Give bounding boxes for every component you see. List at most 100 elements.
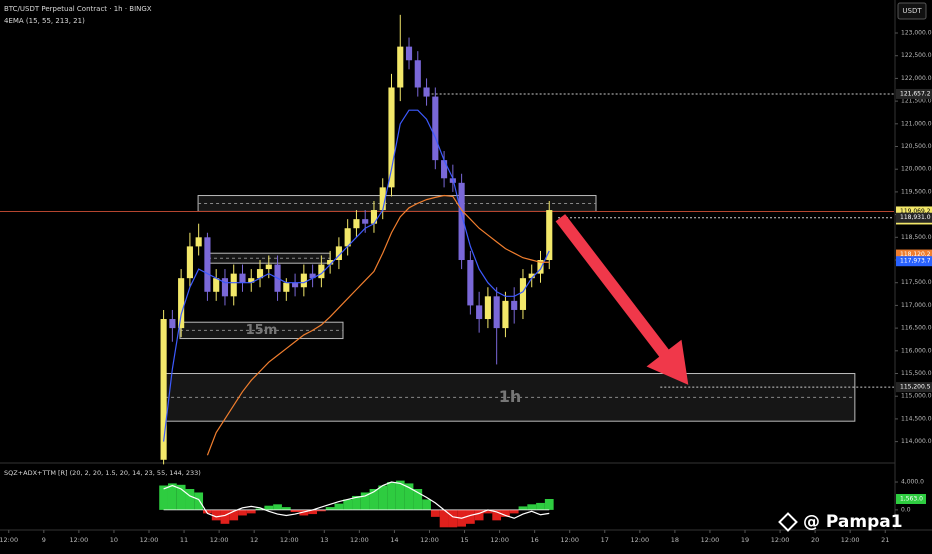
currency[interactable]: USDT — [902, 7, 922, 15]
candle-body — [441, 160, 448, 179]
y-tick-label: 116,000.0 — [901, 347, 932, 354]
y-tick-label: 120,500.0 — [901, 143, 932, 150]
candle-body — [309, 273, 316, 279]
price-label-bg — [896, 249, 932, 260]
candle-body — [292, 282, 299, 288]
current-value: 1,563.0 — [900, 495, 923, 502]
histogram-bar — [369, 488, 379, 510]
histogram-bar — [185, 488, 195, 510]
candle-body — [423, 87, 430, 97]
y-tick-label: 121,000.0 — [901, 120, 932, 127]
candle-body — [397, 46, 404, 88]
y-tick-label: 114,500.0 — [901, 415, 932, 422]
price-label-bg — [896, 212, 932, 223]
histogram-bar — [422, 499, 431, 510]
arrow — [555, 214, 689, 385]
histogram-bar — [483, 509, 493, 514]
x-tick-label: 12:00 — [0, 536, 18, 544]
x-tick-label: 18 — [671, 536, 679, 544]
price-label-bg — [896, 256, 932, 267]
candle-body — [160, 319, 167, 460]
histogram-bar — [430, 509, 440, 517]
candle-body — [519, 278, 527, 310]
histogram-bar — [281, 507, 291, 510]
histogram-bar — [334, 503, 344, 510]
candle-body — [204, 237, 211, 292]
ema-line — [206, 194, 550, 456]
candle-body — [414, 60, 421, 88]
price-label: 115,200.5 — [900, 384, 931, 391]
histogram-bar — [159, 485, 168, 510]
histogram-bar — [316, 509, 326, 512]
candle-body — [379, 187, 386, 211]
candle-body — [178, 278, 185, 329]
candle-body — [362, 219, 369, 224]
y-tick-label: 123,000.0 — [901, 30, 932, 37]
candle-body — [230, 273, 237, 297]
histogram-bar — [448, 509, 458, 528]
histogram-bar — [220, 509, 230, 524]
x-tick-label: 12:00 — [140, 536, 159, 544]
x-tick-label: 12:00 — [210, 536, 229, 544]
histogram-bar — [299, 509, 309, 516]
y-tick-label: 118,500.0 — [901, 234, 932, 241]
y-tick-label: 117,000.0 — [901, 302, 932, 309]
chart-subtitle: 4EMA (15, 55, 213, 21) — [4, 17, 85, 25]
x-tick-label: 12:00 — [630, 536, 649, 544]
histogram-bar — [308, 509, 317, 515]
price-label-bg — [896, 382, 932, 393]
candle-body — [221, 278, 229, 297]
histogram-bar — [360, 492, 370, 510]
histogram-bar — [325, 507, 335, 510]
x-tick-label: 12:00 — [280, 536, 299, 544]
histogram-bar — [404, 483, 414, 510]
candle-body — [458, 182, 465, 261]
price-label: 118,120.2 — [900, 251, 931, 258]
histogram-bar — [413, 488, 423, 510]
candle-body — [502, 300, 509, 329]
candle-body — [432, 96, 439, 161]
x-tick-label: 14 — [390, 536, 398, 544]
candle-body — [537, 260, 544, 274]
candle-body — [195, 237, 202, 247]
candle-body — [344, 228, 351, 247]
histogram-bar — [246, 509, 256, 514]
histogram-bar — [229, 509, 239, 521]
candle-body — [370, 210, 378, 224]
candle-body — [405, 46, 413, 61]
candle-body — [467, 260, 474, 306]
candle-body — [388, 87, 395, 188]
candle-body — [213, 278, 220, 292]
candle-body — [327, 260, 334, 265]
histogram-bar — [492, 509, 502, 521]
candle-body — [484, 296, 491, 320]
indicator-title: SQZ+ADX+TTM [R] (20, 2, 20, 1.5, 20, 14,… — [4, 469, 201, 477]
candle-body — [239, 273, 246, 283]
candle-body — [256, 269, 264, 279]
y-tick-label: 4,000.0 — [901, 479, 924, 486]
x-tick-label: 12:00 — [771, 536, 790, 544]
y-tick-label: 119,500.0 — [901, 188, 932, 195]
candle-body — [318, 264, 325, 279]
histogram-bar — [255, 508, 265, 510]
candle-body — [186, 246, 193, 279]
ema-line — [163, 109, 550, 442]
y-tick-label: 115,000.0 — [901, 393, 932, 400]
x-tick-label: 12:00 — [70, 536, 89, 544]
indicator-line — [163, 481, 550, 519]
candle-body — [283, 282, 290, 292]
x-tick-label: 21 — [881, 536, 889, 544]
histogram-bar — [509, 509, 519, 514]
histogram-bar — [176, 484, 186, 510]
histogram-bar — [167, 483, 177, 510]
candle-body — [546, 210, 553, 261]
currency-box[interactable] — [897, 2, 927, 20]
histogram-bar — [343, 499, 353, 510]
x-tick-label: 12:00 — [420, 536, 439, 544]
histogram-bar — [387, 482, 396, 510]
x-tick-label: 10 — [110, 536, 118, 544]
histogram-bar — [352, 495, 361, 510]
candle-body — [265, 264, 272, 270]
y-tick-label: 122,500.0 — [901, 52, 932, 59]
